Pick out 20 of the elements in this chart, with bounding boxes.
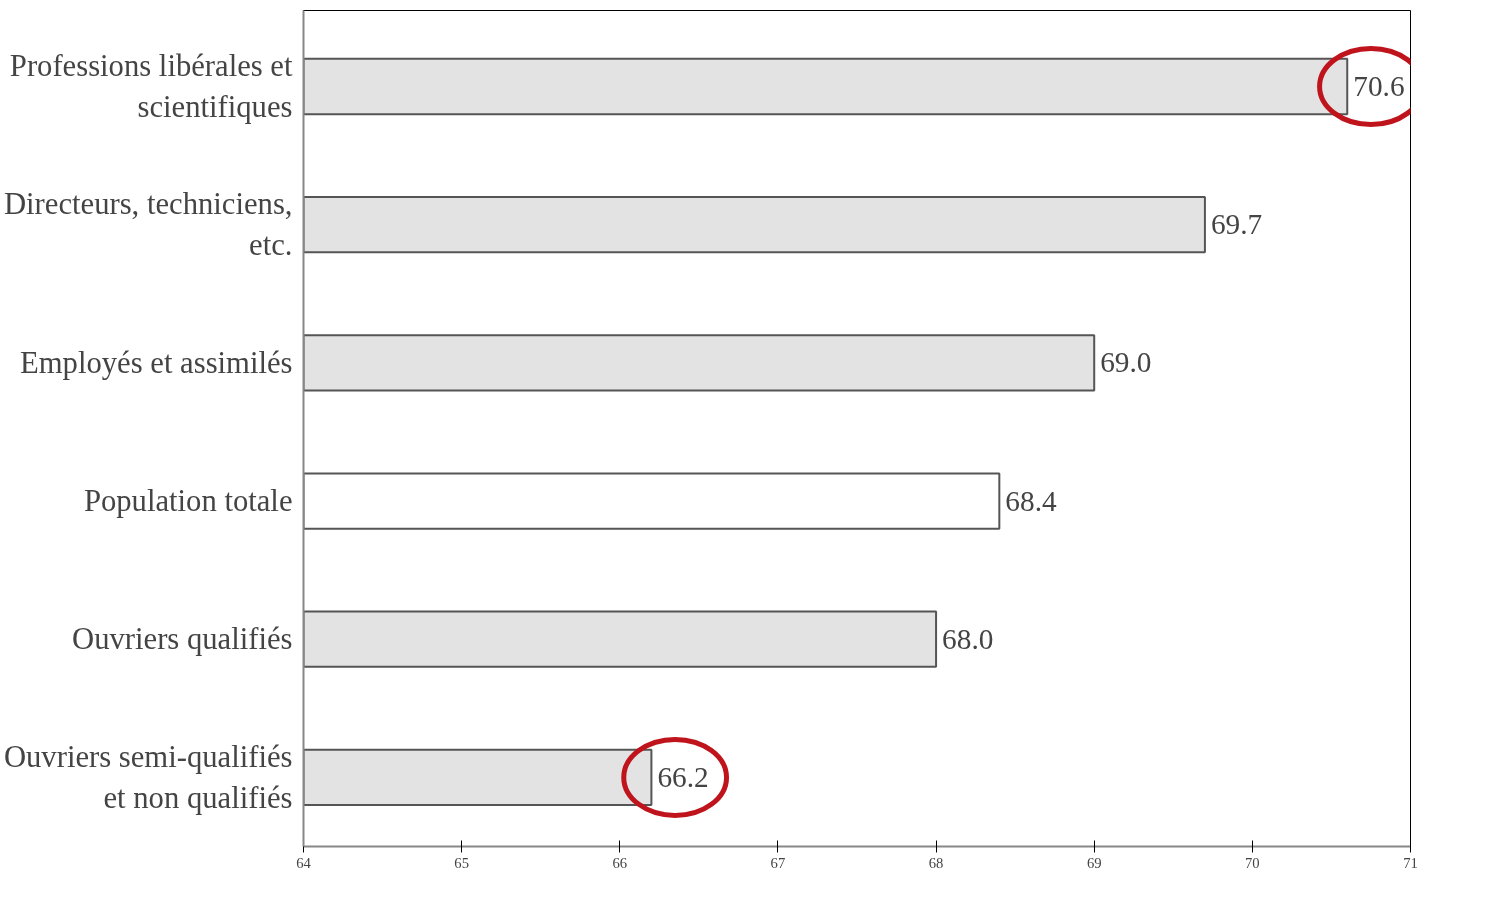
data-label: 68.4	[1005, 484, 1057, 517]
y-tick-label: Population totale	[83, 484, 293, 519]
x-tick-label: 71	[1403, 854, 1418, 871]
y-tick-label: Directeurs, techniciens, etc.	[3, 187, 293, 263]
x-tick-label: 68	[928, 854, 944, 871]
x-tick-label: 69	[1086, 854, 1102, 871]
x-tick-label: 70	[1245, 854, 1260, 871]
y-tick-label: Professions libérales et scientifiques	[9, 49, 293, 124]
x-tick-label: 64	[296, 854, 312, 871]
data-label: 69.7	[1210, 208, 1263, 241]
data-label: 68.0	[942, 622, 994, 655]
y-tick-label: Employés et assimilés	[20, 345, 293, 380]
y-tick-label: Ouvriers semi-qualifiés et non qualifiés	[3, 740, 293, 815]
y-tick-label: Ouvriers qualifiés	[72, 622, 293, 657]
data-label: 69.0	[1100, 346, 1152, 379]
x-tick-label: 67	[770, 854, 786, 871]
data-label: 66.2	[657, 760, 709, 793]
data-label: 70.6	[1353, 70, 1405, 102]
x-tick-label: 66	[612, 854, 628, 871]
x-tick-label: 65	[454, 854, 469, 871]
